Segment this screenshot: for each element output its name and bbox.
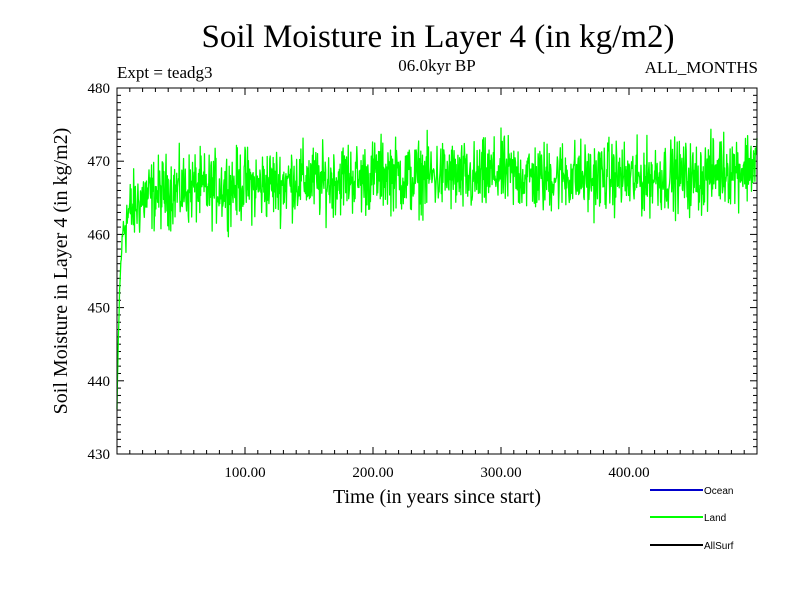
- y-tick-label: 480: [88, 81, 111, 97]
- experiment-label: Expt = teadg3: [117, 63, 213, 82]
- period-label: 06.0kyr BP: [398, 56, 475, 75]
- legend: Ocean Land AllSurf: [650, 486, 734, 552]
- y-tick-label: 440: [88, 374, 111, 390]
- months-label: ALL_MONTHS: [645, 58, 758, 77]
- y-axis-tick-labels: 430 440 450 460 470 480: [88, 81, 111, 463]
- y-axis-label: Soil Moisture in Layer 4 (in kg/m2): [50, 128, 72, 415]
- y-tick-label: 470: [88, 154, 111, 170]
- y-tick-label: 460: [88, 227, 111, 243]
- x-axis-tick-labels: 100.00 200.00 300.00 400.00: [224, 465, 649, 481]
- series-line-land: [116, 127, 758, 410]
- x-tick-label: 200.00: [352, 465, 393, 481]
- y-tick-label: 430: [88, 447, 111, 463]
- plot-series: [116, 127, 758, 410]
- x-axis-ticks: [129, 88, 745, 454]
- x-axis-label: Time (in years since start): [333, 486, 541, 508]
- x-tick-label: 300.00: [480, 465, 521, 481]
- y-tick-label: 450: [88, 301, 111, 317]
- x-tick-label: 400.00: [608, 465, 649, 481]
- chart-title: Soil Moisture in Layer 4 (in kg/m2): [202, 19, 675, 55]
- legend-label-allsurf: AllSurf: [704, 541, 734, 552]
- legend-label-ocean: Ocean: [704, 486, 733, 497]
- plot-frame: [116, 87, 758, 455]
- legend-label-land: Land: [704, 513, 726, 524]
- x-tick-label: 100.00: [224, 465, 265, 481]
